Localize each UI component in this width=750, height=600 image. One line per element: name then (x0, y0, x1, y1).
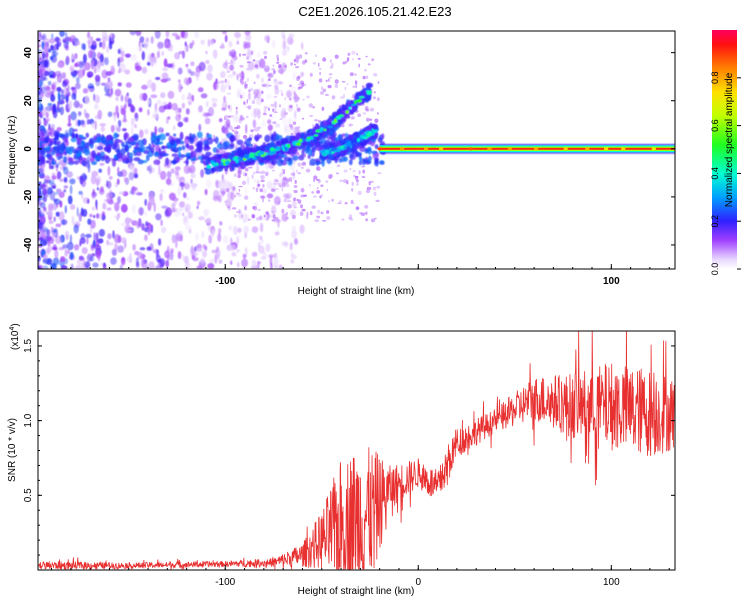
snr-x-label: Height of straight line (km) (298, 586, 415, 597)
colorbar-tick-label: 0.2 (710, 215, 720, 228)
snr-x-tick-label: 0 (415, 577, 421, 588)
snr-plot-area (38, 331, 675, 570)
spectrogram-chart: -40 -20 0 20 40 -100 100 Height of straight l… (7, 30, 676, 297)
colorbar-tick-label: 0.6 (710, 119, 720, 132)
snr-chart: 0.5 1.0 1.5 -100 0 100 Height of straight li… (7, 323, 676, 597)
spectrogram-frame (37, 30, 676, 270)
snr-y-tick-label: 1.0 (23, 413, 34, 427)
snr-x-tick-label: 100 (603, 577, 620, 588)
spectrogram-y-ticks: -40 -20 0 20 40 (23, 40, 675, 270)
spectrogram-marks (38, 31, 675, 269)
snr-multiplier-exp: 4 (9, 327, 16, 331)
spectrogram-x-label: Height of straight line (km) (298, 286, 415, 297)
spectrogram-carrier-line (377, 143, 675, 154)
snr-y-tick-label: 1.5 (23, 339, 34, 353)
spec-x-tick-label: 100 (603, 276, 620, 287)
colorbar: 0.0 0.2 0.4 0.6 0.8 Normalized spectral ampl… (710, 30, 741, 275)
snr-x-ticks: -100 0 100 (51, 565, 670, 588)
colorbar-tick-label: 0.4 (710, 167, 720, 180)
snr-series-line (38, 331, 675, 570)
snr-y-label: SNR (10 * v/v) (7, 418, 18, 482)
spectrogram-lower-branch (318, 123, 379, 162)
spec-y-tick-label: 0 (23, 146, 34, 152)
snr-multiplier-base: (x10 (10, 330, 21, 350)
spectrogram-noise-region (38, 31, 305, 269)
colorbar-tick-label: 0.0 (710, 263, 720, 276)
snr-multiplier-label: (x104) (9, 323, 21, 350)
spec-y-tick-label: -40 (23, 237, 34, 252)
spectrogram-y-label: Frequency (Hz) (7, 116, 18, 185)
spec-y-tick-label: 20 (23, 95, 34, 107)
chart-title: C2E1.2026.105.21.42.E23 (298, 4, 451, 19)
spec-y-tick-label: -20 (23, 189, 34, 204)
colorbar-ticks: 0.0 0.2 0.4 0.6 0.8 (710, 72, 741, 276)
colorbar-gradient (712, 30, 737, 269)
spec-x-tick-label: -100 (215, 276, 235, 287)
colorbar-tick-label: 0.8 (710, 72, 720, 85)
snr-multiplier-close: ) (10, 323, 21, 326)
spectrogram-drifting-trace (203, 82, 374, 175)
snr-y-ticks: 0.5 1.0 1.5 (23, 339, 675, 556)
spectrogram-x-ticks: -100 100 (51, 264, 670, 287)
snr-y-tick-label: 0.5 (23, 488, 34, 502)
snr-multiplier: (x104) (9, 323, 21, 350)
colorbar-label: Normalized spectral amplitude (724, 72, 735, 207)
snr-x-tick-label: -100 (215, 577, 235, 588)
spec-y-tick-label: 40 (23, 47, 34, 59)
